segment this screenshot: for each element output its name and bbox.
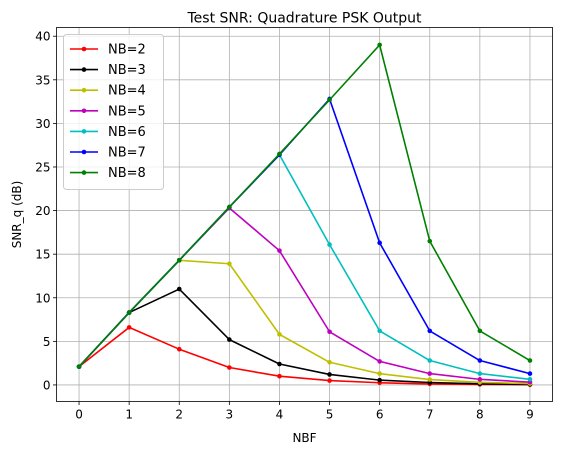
legend-swatch-marker [81, 170, 87, 175]
data-point-nb8 [477, 328, 483, 334]
data-point-nb7 [377, 240, 382, 246]
legend: NB=2 NB=3 NB=4 NB=5 NB=6 NB=7 NB=8 [63, 34, 164, 190]
plot-area-frame [56, 27, 553, 402]
data-point-nb6 [477, 371, 483, 376]
data-point-nb8 [76, 364, 82, 369]
y-tick-label: 0 [43, 378, 51, 392]
data-point-nb4 [377, 371, 382, 376]
legend-item-nb2: NB=2 [70, 43, 146, 58]
data-point-nb3 [176, 286, 182, 292]
data-point-nb8 [527, 358, 533, 363]
x-tick-label: 5 [326, 408, 334, 422]
series-lines [76, 42, 533, 387]
x-tick-label: 2 [175, 408, 183, 422]
data-point-nb2 [277, 373, 282, 379]
data-point-nb2 [227, 365, 232, 370]
x-tick-label: 9 [526, 408, 534, 422]
y-tick-label: 15 [35, 248, 50, 262]
series-line-nb8 [78, 44, 531, 368]
x-axis-label: NBF [292, 431, 316, 445]
data-point-nb2 [126, 325, 132, 330]
x-tick-label: 4 [276, 408, 284, 422]
data-point-nb4 [227, 261, 232, 267]
data-point-nb7 [427, 328, 433, 334]
data-point-nb8 [176, 257, 182, 263]
data-point-nb3 [277, 361, 282, 367]
data-point-nb5 [277, 248, 282, 253]
legend-swatch-marker [81, 87, 87, 93]
x-tick-label: 3 [226, 408, 234, 422]
legend-item-nb8: NB=8 [70, 166, 146, 181]
data-point-nb5 [327, 329, 332, 335]
y-tick-label: 25 [35, 160, 50, 174]
x-tick-label: 6 [376, 408, 384, 422]
data-point-nb7 [477, 358, 483, 363]
legend-item-nb4: NB=4 [70, 84, 146, 99]
chart-title: Test SNR: Quadrature PSK Output [186, 11, 422, 27]
legend-swatch-marker [81, 46, 87, 52]
data-point-nb6 [427, 358, 433, 363]
legend-label: NB=8 [108, 166, 146, 181]
legend-swatch-marker [81, 108, 87, 114]
axis-ticks: 0 1 2 3 4 5 6 7 8 9 0 5 10 15 20 25 30 35 40 [35, 30, 534, 422]
y-tick-label: 40 [35, 30, 50, 44]
legend-item-nb5: NB=5 [70, 104, 146, 119]
data-point-nb3 [327, 372, 332, 377]
data-point-nb8 [126, 310, 132, 315]
data-point-nb8 [227, 204, 232, 210]
data-point-nb8 [327, 97, 332, 103]
y-tick-label: 30 [35, 117, 50, 131]
legend-label: NB=3 [108, 63, 146, 78]
y-tick-label: 10 [35, 291, 50, 305]
data-point-nb6 [327, 242, 332, 247]
legend-item-nb3: NB=3 [70, 63, 146, 78]
series-nb8 [76, 42, 533, 369]
x-tick-label: 8 [476, 408, 484, 422]
data-point-nb5 [377, 359, 382, 364]
legend-swatch-marker [81, 129, 87, 134]
data-point-nb4 [427, 377, 433, 382]
legend-swatch-marker [81, 149, 87, 155]
legend-swatch-marker [81, 67, 87, 72]
x-tick-label: 0 [75, 408, 83, 422]
data-point-nb3 [227, 337, 232, 342]
data-point-nb5 [427, 371, 433, 376]
legend-label: NB=4 [108, 84, 146, 99]
data-point-nb8 [277, 151, 282, 157]
y-tick-label: 35 [35, 73, 50, 87]
y-tick-label: 20 [35, 204, 50, 218]
data-point-nb4 [327, 359, 332, 365]
data-point-nb6 [377, 328, 382, 334]
legend-label: NB=2 [108, 43, 146, 58]
data-point-nb8 [377, 42, 382, 48]
data-point-nb6 [527, 376, 533, 382]
data-point-nb3 [377, 377, 382, 383]
legend-item-nb7: NB=7 [70, 146, 146, 161]
series-line-nb2 [78, 326, 530, 386]
data-point-nb4 [277, 332, 282, 337]
legend-label: NB=5 [108, 104, 146, 119]
x-tick-label: 1 [125, 408, 133, 422]
legend-label: NB=7 [108, 146, 146, 161]
data-point-nb8 [427, 238, 433, 244]
y-tick-label: 5 [43, 335, 51, 349]
legend-label: NB=6 [108, 125, 146, 140]
data-point-nb2 [176, 346, 182, 352]
data-point-nb5 [477, 377, 483, 382]
data-point-nb7 [527, 371, 533, 376]
y-axis-label: SNR_q (dB) [10, 181, 24, 249]
legend-box [63, 34, 164, 190]
legend-item-nb6: NB=6 [70, 125, 146, 140]
series-line-nb3 [78, 288, 530, 386]
data-point-nb2 [327, 378, 332, 383]
x-tick-label: 7 [426, 408, 434, 422]
